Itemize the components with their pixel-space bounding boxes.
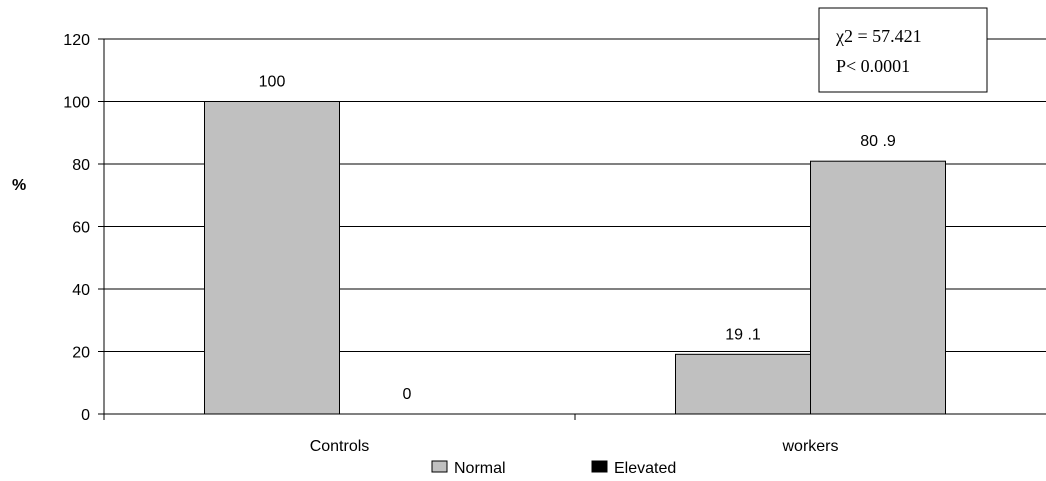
category-label: Controls: [310, 438, 370, 455]
stats-annotation: χ2 = 57.421 P< 0.0001: [818, 7, 988, 93]
chi-square-text: χ2 = 57.421: [835, 26, 922, 46]
data-label: 19 .1: [725, 326, 761, 343]
y-tick-label: 20: [72, 345, 90, 362]
data-label: 0: [403, 386, 412, 403]
legend-label-elevated: Elevated: [614, 460, 676, 477]
stats-box: [818, 7, 988, 93]
legend-swatch-normal: [431, 460, 448, 473]
category-label: workers: [781, 438, 838, 455]
y-tick-label: 0: [81, 407, 90, 424]
data-labels: 100 0 19 .1 80 .9: [259, 74, 896, 404]
bar-elevated-workers: [810, 160, 946, 415]
p-value-text: P< 0.0001: [836, 56, 910, 76]
y-axis-ticks: 0 20 40 60 80 100 120: [63, 32, 104, 424]
category-labels: Controls workers: [310, 438, 839, 455]
y-tick-label: 40: [72, 282, 90, 299]
y-tick-label: 80: [72, 157, 90, 174]
bar-normal-workers: [675, 353, 811, 415]
y-tick-label: 120: [63, 32, 90, 49]
legend: Normal Elevated: [431, 460, 676, 477]
legend-swatch-elevated: [591, 460, 608, 473]
y-tick-label: 100: [63, 95, 90, 112]
x-axis-ticks: [103, 414, 576, 420]
y-tick-label: 60: [72, 220, 90, 237]
data-label: 80 .9: [860, 133, 896, 150]
bars: [204, 101, 946, 415]
y-axis-label: %: [12, 177, 26, 194]
legend-label-normal: Normal: [454, 460, 506, 477]
data-label: 100: [259, 74, 286, 91]
bar-normal-controls: [204, 101, 340, 415]
